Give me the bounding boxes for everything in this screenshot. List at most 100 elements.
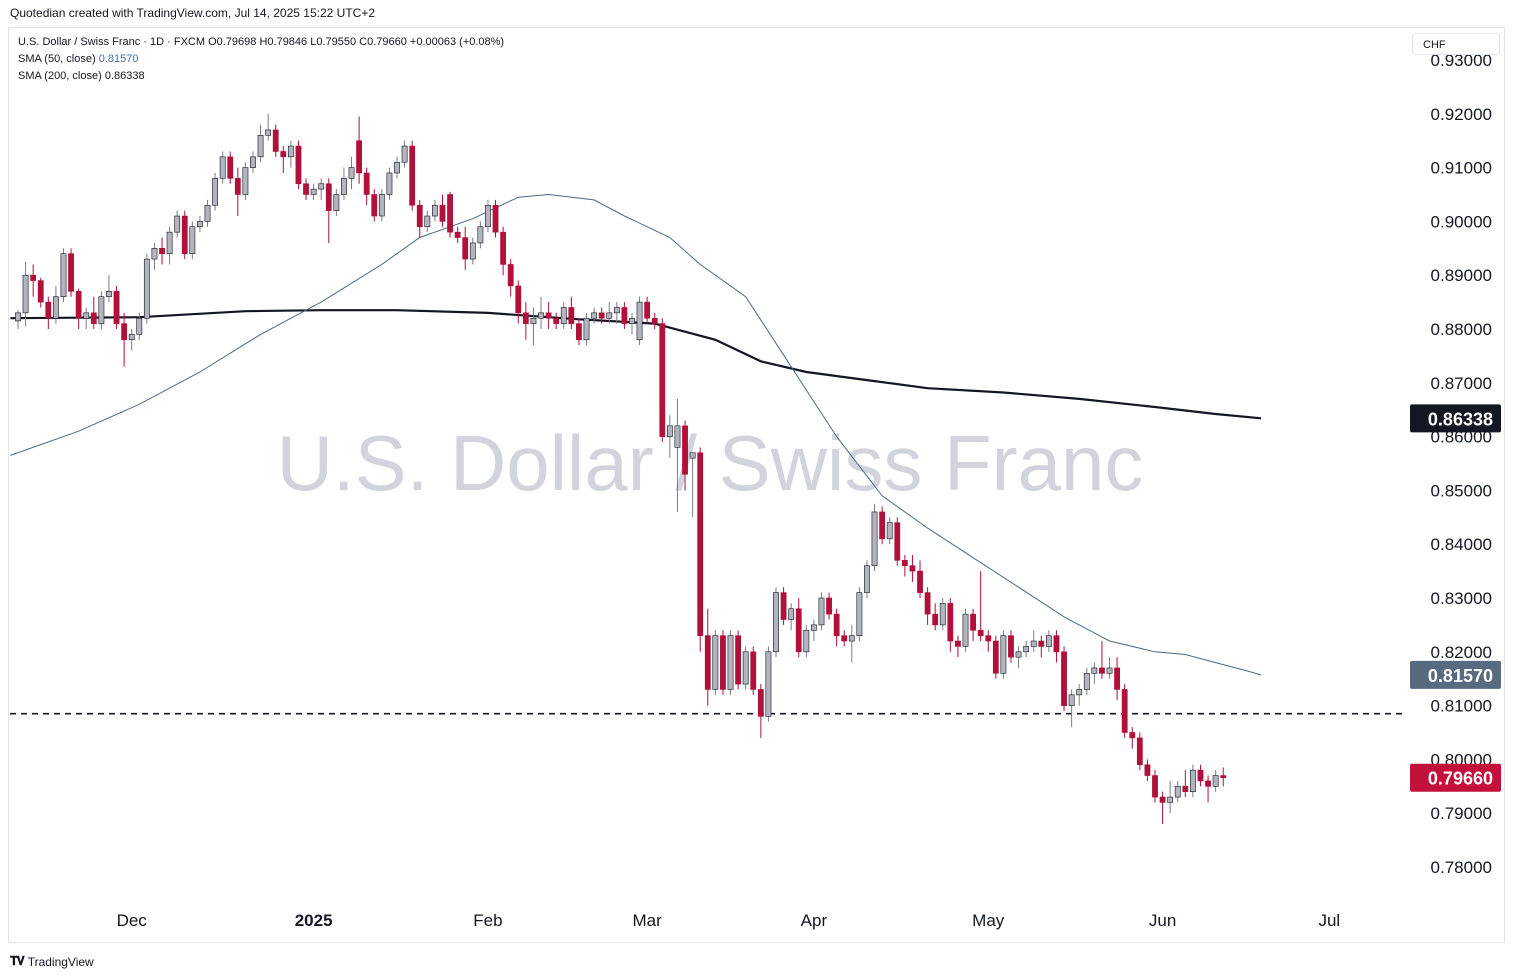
candle[interactable] <box>507 259 514 297</box>
candle[interactable] <box>1159 791 1166 824</box>
candle[interactable] <box>242 162 249 200</box>
candle[interactable] <box>378 189 385 222</box>
candle[interactable] <box>1197 764 1204 787</box>
candle[interactable] <box>219 151 226 184</box>
candle[interactable] <box>712 630 719 695</box>
candle[interactable] <box>735 630 741 690</box>
candle[interactable] <box>136 312 143 340</box>
candle[interactable] <box>447 191 453 238</box>
candle[interactable] <box>1220 767 1227 787</box>
candle[interactable] <box>356 116 362 184</box>
candle[interactable] <box>439 194 446 227</box>
candle[interactable] <box>1106 657 1113 679</box>
candle[interactable] <box>1099 641 1105 679</box>
candle[interactable] <box>477 221 484 249</box>
candle[interactable] <box>75 288 82 329</box>
candle[interactable] <box>257 124 264 163</box>
candle[interactable] <box>212 172 218 211</box>
candle[interactable] <box>651 312 658 329</box>
candle[interactable] <box>287 140 294 168</box>
candle[interactable] <box>295 140 302 190</box>
candle[interactable] <box>424 210 431 233</box>
candle[interactable] <box>621 302 628 329</box>
candle[interactable] <box>30 264 37 297</box>
candle[interactable] <box>159 237 165 265</box>
currency-button[interactable]: CHF <box>1412 33 1500 55</box>
candle[interactable] <box>416 199 423 238</box>
candle[interactable] <box>1038 635 1045 658</box>
candle[interactable] <box>826 592 832 620</box>
candle[interactable] <box>871 503 878 572</box>
candle[interactable] <box>1045 630 1052 652</box>
candle[interactable] <box>1083 667 1090 695</box>
candle[interactable] <box>371 189 378 222</box>
candle[interactable] <box>704 608 711 706</box>
candle[interactable] <box>856 587 863 642</box>
candle[interactable] <box>947 598 954 652</box>
candle[interactable] <box>204 199 211 227</box>
candle[interactable] <box>197 216 203 233</box>
candle[interactable] <box>1205 775 1211 803</box>
candle[interactable] <box>45 296 52 329</box>
candle[interactable] <box>780 587 787 625</box>
candle[interactable] <box>803 624 810 658</box>
candle[interactable] <box>1061 646 1067 711</box>
candle[interactable] <box>1182 770 1189 798</box>
candle[interactable] <box>682 420 688 491</box>
candle[interactable] <box>409 140 416 211</box>
candle[interactable] <box>666 415 673 459</box>
candle[interactable] <box>1174 780 1181 803</box>
candle[interactable] <box>697 447 704 652</box>
candle[interactable] <box>1015 646 1022 668</box>
candle[interactable] <box>394 156 400 179</box>
candle[interactable] <box>629 312 635 335</box>
candle[interactable] <box>788 603 795 631</box>
candle[interactable] <box>598 307 605 324</box>
candle[interactable] <box>939 598 946 631</box>
candle[interactable] <box>977 571 984 642</box>
candle[interactable] <box>727 630 734 695</box>
candle[interactable] <box>348 156 355 190</box>
candle[interactable] <box>864 560 870 598</box>
candle[interactable] <box>128 329 135 351</box>
candle[interactable] <box>1136 732 1143 771</box>
candle[interactable] <box>1121 684 1128 738</box>
candle[interactable] <box>530 307 537 346</box>
candle[interactable] <box>894 517 901 566</box>
footer-brand[interactable]: 𝐓𝐕 TradingView <box>10 954 94 969</box>
candle[interactable] <box>568 296 575 329</box>
candle[interactable] <box>757 684 764 738</box>
candle[interactable] <box>879 506 886 545</box>
candle[interactable] <box>303 178 309 200</box>
candle[interactable] <box>15 310 21 329</box>
candle[interactable] <box>606 302 613 324</box>
candle[interactable] <box>1212 770 1219 792</box>
candle[interactable] <box>272 124 279 157</box>
candle[interactable] <box>325 178 332 243</box>
candle[interactable] <box>538 296 544 329</box>
candle[interactable] <box>773 587 779 658</box>
candle[interactable] <box>1008 630 1014 663</box>
candle[interactable] <box>924 587 931 625</box>
candle[interactable] <box>560 302 567 329</box>
candle[interactable] <box>613 302 620 324</box>
candle[interactable] <box>750 646 757 695</box>
candle[interactable] <box>462 226 469 270</box>
candle[interactable] <box>22 261 29 327</box>
candle[interactable] <box>659 318 666 442</box>
candle[interactable] <box>886 517 893 545</box>
candle[interactable] <box>492 199 499 238</box>
candle[interactable] <box>234 167 241 217</box>
candle[interactable] <box>401 140 408 168</box>
candle[interactable] <box>469 237 476 265</box>
candle[interactable] <box>500 226 507 276</box>
candle[interactable] <box>1152 770 1158 803</box>
candle[interactable] <box>106 275 112 303</box>
candle[interactable] <box>174 210 181 238</box>
candle[interactable] <box>576 318 582 346</box>
candle[interactable] <box>795 598 802 658</box>
candle[interactable] <box>1167 780 1174 814</box>
candle[interactable] <box>166 226 173 265</box>
candle[interactable] <box>591 307 597 324</box>
